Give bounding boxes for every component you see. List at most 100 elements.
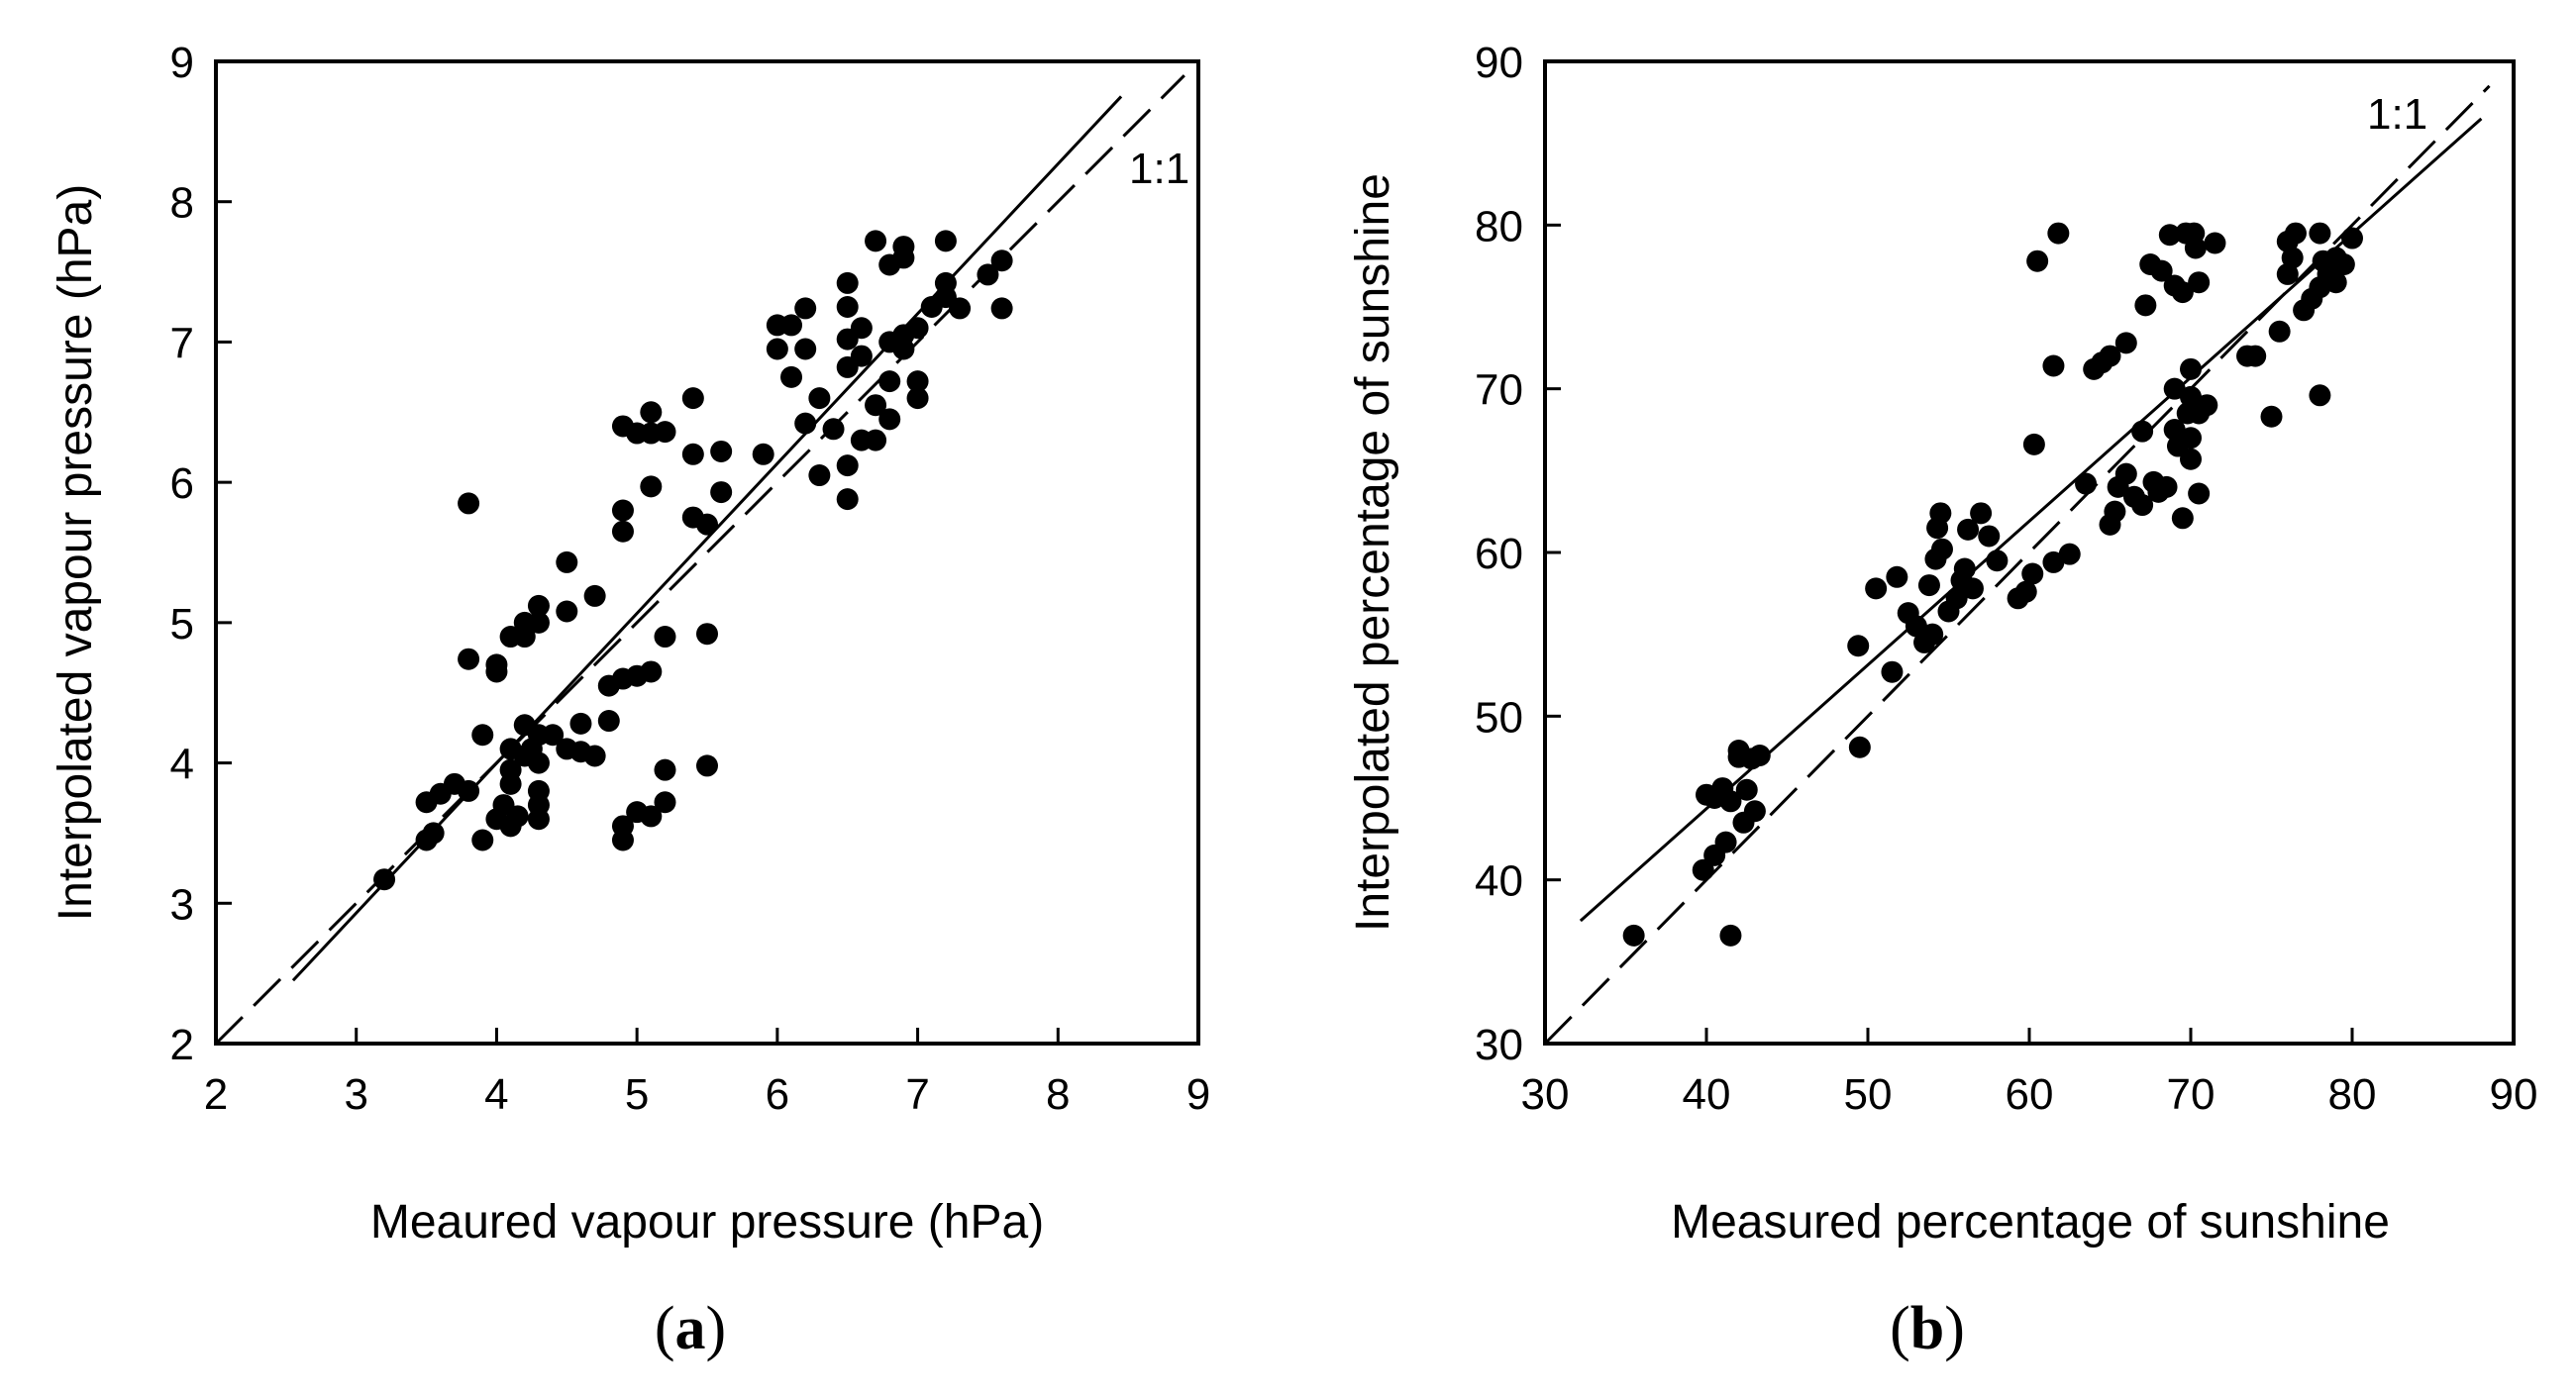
x-tick-label-b-3: 60 (2006, 1070, 2054, 1119)
y-tick-label-b-5: 80 (1475, 202, 1523, 250)
data-point-a-6 (458, 779, 480, 802)
data-point-a-90 (865, 394, 887, 417)
x-tick-label-a-2: 4 (484, 1070, 508, 1119)
x-tick-label-b-0: 30 (1521, 1070, 1570, 1119)
data-point-a-47 (611, 499, 634, 522)
data-point-a-3 (422, 822, 445, 845)
data-point-b-19 (1881, 660, 1904, 683)
data-point-a-74 (794, 412, 817, 435)
data-point-a-44 (611, 815, 634, 838)
data-point-b-88 (2260, 405, 2283, 428)
x-tick-label-a-7: 9 (1186, 1070, 1210, 1119)
data-point-b-1 (1692, 858, 1714, 881)
data-point-b-104 (2332, 253, 2355, 276)
data-point-b-24 (1917, 574, 1940, 597)
data-point-b-59 (2131, 494, 2154, 517)
data-point-b-80 (2184, 237, 2207, 259)
fit-line-a (291, 95, 1123, 982)
data-point-b-87 (2244, 345, 2267, 367)
data-point-a-28 (527, 779, 550, 802)
y-tick-label-a-2: 4 (170, 741, 194, 789)
data-point-b-17 (1848, 736, 1871, 758)
data-point-b-18 (1865, 577, 1888, 600)
y-tick-label-b-6: 90 (1475, 39, 1523, 87)
data-point-a-106 (934, 230, 957, 252)
plot-area-b: 1:1 (1543, 59, 2516, 1046)
plot-area-a: 1:1 (214, 59, 1200, 1046)
data-point-b-55 (2114, 332, 2137, 354)
data-point-b-83 (2188, 482, 2211, 505)
data-point-a-110 (990, 250, 1013, 272)
panel-label-a: (a) (655, 1295, 726, 1362)
y-tick-label-b-1: 40 (1475, 857, 1523, 906)
data-point-a-89 (865, 429, 887, 451)
data-point-b-81 (2188, 271, 2211, 294)
x-tick-label-b-2: 50 (1844, 1070, 1893, 1119)
y-tick-label-b-2: 50 (1475, 693, 1523, 742)
data-point-a-79 (822, 418, 845, 441)
y-tick-label-a-4: 6 (170, 459, 194, 508)
x-axis-title-b: Measured percentage of sunshine (1671, 1196, 2390, 1249)
data-point-a-9 (471, 829, 494, 851)
data-point-b-52 (2099, 345, 2121, 367)
data-point-b-44 (2042, 354, 2065, 377)
data-point-a-99 (892, 236, 915, 258)
data-point-b-22 (1905, 615, 1927, 638)
data-point-b-46 (2047, 222, 2070, 245)
data-point-a-56 (640, 401, 663, 424)
data-point-a-54 (640, 475, 663, 498)
data-point-b-40 (2014, 580, 2037, 603)
x-tick-label-b-6: 90 (2490, 1070, 2538, 1119)
data-point-b-69 (2163, 377, 2186, 400)
data-point-b-66 (2158, 224, 2181, 247)
data-point-b-34 (1957, 518, 1980, 541)
data-point-a-91 (865, 230, 887, 252)
data-point-a-78 (808, 387, 831, 410)
data-point-a-46 (611, 520, 634, 543)
x-tick-label-a-5: 7 (905, 1070, 929, 1119)
y-tick-label-a-3: 5 (170, 600, 194, 649)
data-point-b-37 (1978, 525, 2001, 548)
data-point-a-38 (569, 712, 592, 735)
data-point-a-68 (710, 440, 733, 462)
data-point-b-90 (2276, 262, 2299, 285)
data-point-a-31 (527, 611, 550, 634)
data-point-b-78 (2180, 448, 2202, 470)
data-point-a-60 (654, 421, 676, 444)
x-tick-label-a-4: 6 (766, 1070, 789, 1119)
data-point-b-72 (2171, 281, 2194, 304)
data-point-a-40 (583, 584, 606, 607)
data-point-b-64 (2150, 259, 2173, 282)
data-point-b-71 (2171, 507, 2194, 530)
data-point-b-31 (1945, 587, 1968, 610)
data-point-b-45 (2042, 550, 2065, 573)
data-point-a-53 (640, 660, 663, 683)
data-point-a-64 (696, 754, 718, 777)
x-axis-b: 30 40 50 60 70 80 90 (1521, 1028, 2538, 1119)
one-to-one-label-a: 1:1 (1129, 145, 1189, 193)
data-point-a-77 (808, 464, 831, 487)
one-to-one-label-b: 1:1 (2367, 90, 2427, 139)
data-point-b-20 (1886, 565, 1908, 588)
x-tick-label-a-3: 5 (625, 1070, 649, 1119)
data-point-a-100 (906, 387, 929, 410)
data-point-b-35 (1961, 577, 1984, 600)
data-point-b-75 (2180, 427, 2202, 450)
data-point-a-67 (710, 481, 733, 504)
data-point-a-93 (878, 370, 901, 393)
data-point-a-62 (681, 443, 704, 465)
data-point-b-76 (2180, 385, 2202, 408)
data-point-b-14 (1743, 800, 1766, 823)
data-point-a-107 (949, 297, 972, 320)
data-point-a-29 (527, 751, 550, 774)
data-point-a-41 (597, 710, 620, 733)
panel-label-b: (b) (1890, 1295, 1965, 1362)
data-point-a-58 (654, 758, 676, 781)
chart-panel-b: 1:1 30 40 50 60 70 80 90 30 40 50 60 70 80 90 Measur… (1347, 39, 2537, 1362)
data-point-b-38 (1986, 550, 2009, 572)
data-point-b-98 (2309, 222, 2331, 245)
data-point-a-84 (836, 296, 859, 318)
data-point-a-32 (527, 594, 550, 617)
data-point-b-33 (1953, 557, 1976, 580)
data-point-b-48 (2075, 472, 2098, 495)
